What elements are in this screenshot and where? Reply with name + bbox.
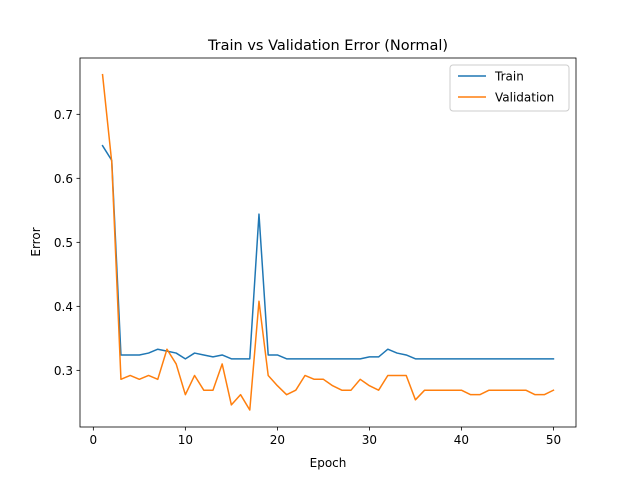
x-tick-label: 50 xyxy=(546,433,561,447)
y-tick-label: 0.4 xyxy=(54,300,73,314)
series-line-validation xyxy=(101,73,555,411)
ticks-layer: 0 10 20 30 40 50 0.3 0.4 0.5 0.6 0.7 xyxy=(54,108,561,447)
x-tick-label: 0 xyxy=(90,433,98,447)
x-tick-label: 10 xyxy=(178,433,193,447)
x-tick-label: 20 xyxy=(270,433,285,447)
plot-frame xyxy=(79,57,577,428)
x-tick-label: 30 xyxy=(362,433,377,447)
series-line-train xyxy=(101,144,555,360)
legend: Train Validation xyxy=(449,64,570,112)
x-tick-label: 40 xyxy=(454,433,469,447)
y-axis-label: Error xyxy=(29,227,43,256)
y-tick-label: 0.3 xyxy=(54,364,73,378)
chart-title: Train vs Validation Error (Normal) xyxy=(207,38,448,54)
y-tick-label: 0.6 xyxy=(54,172,73,186)
x-axis-label: Epoch xyxy=(310,456,347,470)
y-tick-label: 0.5 xyxy=(54,236,73,250)
plot-layer xyxy=(101,73,555,411)
legend-label-validation: Validation xyxy=(495,91,554,105)
legend-label-train: Train xyxy=(494,70,524,84)
y-tick-label: 0.7 xyxy=(54,108,73,122)
